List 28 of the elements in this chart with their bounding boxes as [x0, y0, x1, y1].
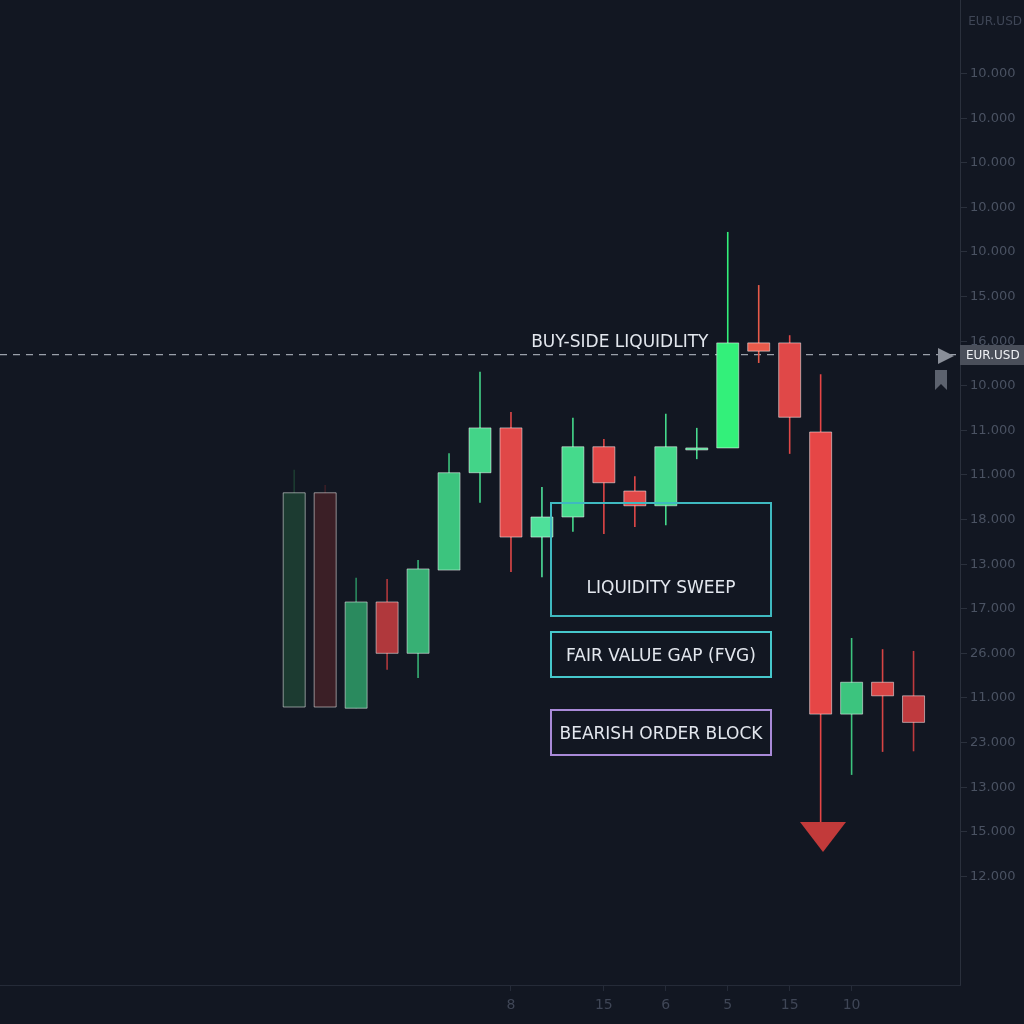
- text: 10.000: [970, 154, 1016, 171]
- text: 16.000: [970, 332, 1016, 349]
- text: 17.000: [970, 600, 1016, 617]
- text: 10.000: [970, 198, 1016, 215]
- text: 10.000: [970, 243, 1016, 260]
- candlestick: [685, 427, 709, 460]
- text: 26.000: [970, 644, 1016, 661]
- text: 10.000: [970, 377, 1016, 394]
- text: 18.000: [970, 511, 1016, 527]
- annotation: FAIR VALUE GAP (FVG): [550, 631, 772, 678]
- annotation: LIQUIDITY SWEEP: [550, 502, 772, 617]
- text: 12.000: [970, 867, 1016, 884]
- text: 11.000: [970, 466, 1016, 483]
- text: 23.000: [970, 734, 1016, 750]
- ref-line-label: BUY-SIDE LIQUIDLITY: [531, 330, 710, 351]
- text: 11.000: [970, 689, 1016, 706]
- candlestick: [530, 486, 554, 578]
- text: 11.000: [970, 421, 1016, 438]
- text: EUR.USD: [966, 347, 1020, 362]
- text: 10.000: [970, 109, 1016, 126]
- text: 13.000: [970, 778, 1016, 795]
- text: 15.000: [970, 288, 1016, 304]
- text: 10.000: [970, 65, 1016, 81]
- text: 15.000: [970, 823, 1016, 840]
- candlestick: [871, 648, 895, 753]
- text: 13.000: [970, 555, 1016, 572]
- candlestick: [747, 284, 771, 364]
- annotation: BEARISH ORDER BLOCK: [550, 709, 772, 756]
